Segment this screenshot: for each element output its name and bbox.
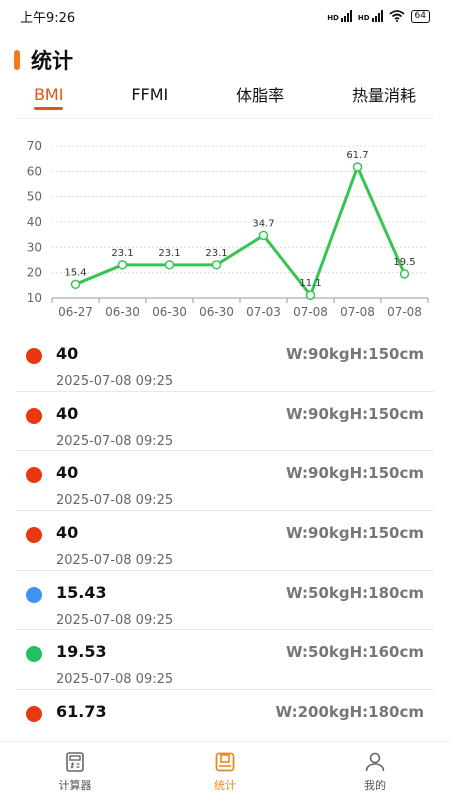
page-title: 统计 bbox=[31, 49, 73, 73]
tab-body-fat[interactable]: 体脂率 bbox=[236, 86, 285, 105]
tab-bar: BMI FFMI 体脂率 热量消耗 bbox=[0, 82, 450, 112]
record-date: 2025-07-08 09:25 bbox=[56, 612, 174, 628]
signal-icon-2: HD bbox=[358, 10, 383, 22]
weight-height: W:50kgH:180cm bbox=[285, 583, 424, 602]
tabs-divider bbox=[16, 118, 434, 119]
x-tick-label: 06-30 bbox=[105, 305, 140, 319]
y-tick-label: 30 bbox=[27, 240, 42, 254]
title-accent-bar bbox=[14, 50, 20, 70]
x-tick-label: 07-03 bbox=[246, 305, 281, 319]
weight-height: W:90kgH:150cm bbox=[285, 524, 424, 543]
profile-icon bbox=[365, 752, 385, 771]
nav-calculator-label: 计算器 bbox=[58, 778, 92, 792]
status-dot bbox=[26, 646, 42, 663]
data-point bbox=[258, 230, 269, 241]
page-header: 统计 bbox=[14, 46, 73, 74]
data-point bbox=[117, 260, 128, 270]
calculator-icon bbox=[66, 751, 84, 772]
x-tick-label: 07-08 bbox=[293, 305, 328, 319]
record-date: 2025-07-08 09:25 bbox=[56, 433, 174, 449]
weight-height: W:90kgH:150cm bbox=[285, 345, 424, 363]
weight-height: W:90kgH:150cm bbox=[285, 464, 424, 483]
bmi-value: 40 bbox=[56, 463, 79, 483]
weight-height: W:90kgH:150cm bbox=[285, 404, 424, 423]
status-bar: 上午9:26 HD HD 64 bbox=[0, 0, 450, 32]
x-tick-label: 06-30 bbox=[199, 305, 234, 319]
bmi-value: 15.43 bbox=[56, 582, 107, 602]
data-point bbox=[399, 269, 410, 279]
status-dot bbox=[26, 407, 42, 424]
status-time: 上午9:26 bbox=[20, 10, 76, 26]
data-label: 61.7 bbox=[346, 150, 368, 161]
record-list: 40 W:90kgH:150cm 2025-07-08 09:25 40 W:9… bbox=[16, 332, 434, 750]
record-date: 2025-07-08 09:25 bbox=[56, 672, 174, 688]
weight-height: W:50kgH:160cm bbox=[285, 643, 424, 662]
x-tick-label: 06-27 bbox=[58, 305, 93, 319]
y-tick-label: 40 bbox=[27, 215, 42, 229]
data-label: 15.4 bbox=[64, 267, 86, 278]
record-item[interactable]: 61.73 W:200kgH:180cm bbox=[16, 690, 434, 750]
y-tick-label: 60 bbox=[27, 164, 42, 178]
status-dot bbox=[26, 467, 42, 484]
tab-ffmi[interactable]: FFMI bbox=[131, 84, 169, 104]
record-item[interactable]: 40 W:90kgH:150cm 2025-07-08 09:25 bbox=[16, 332, 434, 392]
status-dot bbox=[26, 348, 42, 364]
record-item[interactable]: 40 W:90kgH:150cm 2025-07-08 09:25 bbox=[16, 511, 434, 571]
status-dot bbox=[26, 586, 42, 603]
network-type-1: HD bbox=[327, 14, 339, 22]
tab-bmi[interactable]: BMI bbox=[33, 85, 63, 110]
weight-height: W:200kgH:180cm bbox=[275, 703, 425, 722]
y-tick-label: 50 bbox=[27, 190, 42, 204]
record-date: 2025-07-08 09:25 bbox=[56, 553, 174, 569]
data-label: 19.5 bbox=[393, 257, 415, 268]
y-tick-label: 10 bbox=[27, 291, 42, 305]
nav-stats[interactable]: 统计 bbox=[185, 750, 265, 793]
data-point bbox=[70, 279, 81, 290]
data-label: 23.1 bbox=[158, 248, 180, 259]
record-item[interactable]: 40 W:90kgH:150cm 2025-07-08 09:25 bbox=[16, 392, 434, 452]
y-tick-label: 70 bbox=[27, 139, 42, 153]
nav-stats-label: 统计 bbox=[214, 778, 236, 792]
wifi-icon bbox=[388, 10, 405, 22]
data-label: 23.1 bbox=[111, 248, 133, 259]
battery-icon: 64 bbox=[410, 9, 430, 23]
status-icons: HD HD 64 bbox=[327, 9, 430, 23]
data-point bbox=[164, 260, 175, 270]
x-tick-label: 07-08 bbox=[340, 305, 375, 319]
data-label: 23.1 bbox=[205, 248, 227, 259]
status-dot bbox=[26, 706, 42, 723]
record-item[interactable]: 15.43 W:50kgH:180cm 2025-07-08 09:25 bbox=[16, 571, 434, 631]
nav-profile-label: 我的 bbox=[364, 778, 386, 792]
record-item[interactable]: 40 W:90kgH:150cm 2025-07-08 09:25 bbox=[16, 451, 434, 512]
x-tick-label: 07-08 bbox=[387, 305, 422, 319]
bmi-value: 19.53 bbox=[56, 642, 107, 662]
bmi-value: 40 bbox=[56, 403, 79, 423]
bottom-nav: 计算器 统计 我的 bbox=[0, 741, 450, 800]
bmi-value: 40 bbox=[56, 523, 79, 543]
network-type-2: HD bbox=[357, 14, 370, 22]
bmi-value: 61.73 bbox=[56, 702, 107, 722]
data-point bbox=[352, 162, 363, 172]
data-label: 34.7 bbox=[252, 218, 274, 229]
data-point bbox=[211, 260, 222, 270]
record-date: 2025-07-08 09:25 bbox=[56, 493, 174, 509]
record-item[interactable]: 19.53 W:50kgH:160cm 2025-07-08 09:25 bbox=[16, 630, 434, 691]
nav-profile[interactable]: 我的 bbox=[335, 750, 415, 793]
x-tick-label: 06-30 bbox=[152, 305, 187, 319]
record-date: 2025-07-08 09:25 bbox=[56, 374, 174, 389]
signal-icon-1: HD bbox=[327, 10, 352, 22]
nav-calculator[interactable]: 计算器 bbox=[35, 750, 115, 793]
series-line bbox=[74, 165, 406, 297]
bmi-line-chart: 10 20 30 40 50 60 70 06-27 06-30 06-30 06-30 07-03 0… bbox=[27, 139, 429, 319]
status-dot bbox=[26, 527, 42, 544]
bmi-value: 40 bbox=[56, 344, 79, 363]
y-tick-label: 20 bbox=[27, 266, 42, 280]
stats-icon bbox=[215, 752, 235, 771]
data-label: 11.1 bbox=[299, 278, 321, 289]
data-point bbox=[305, 290, 316, 300]
tab-calories[interactable]: 热量消耗 bbox=[352, 86, 417, 105]
